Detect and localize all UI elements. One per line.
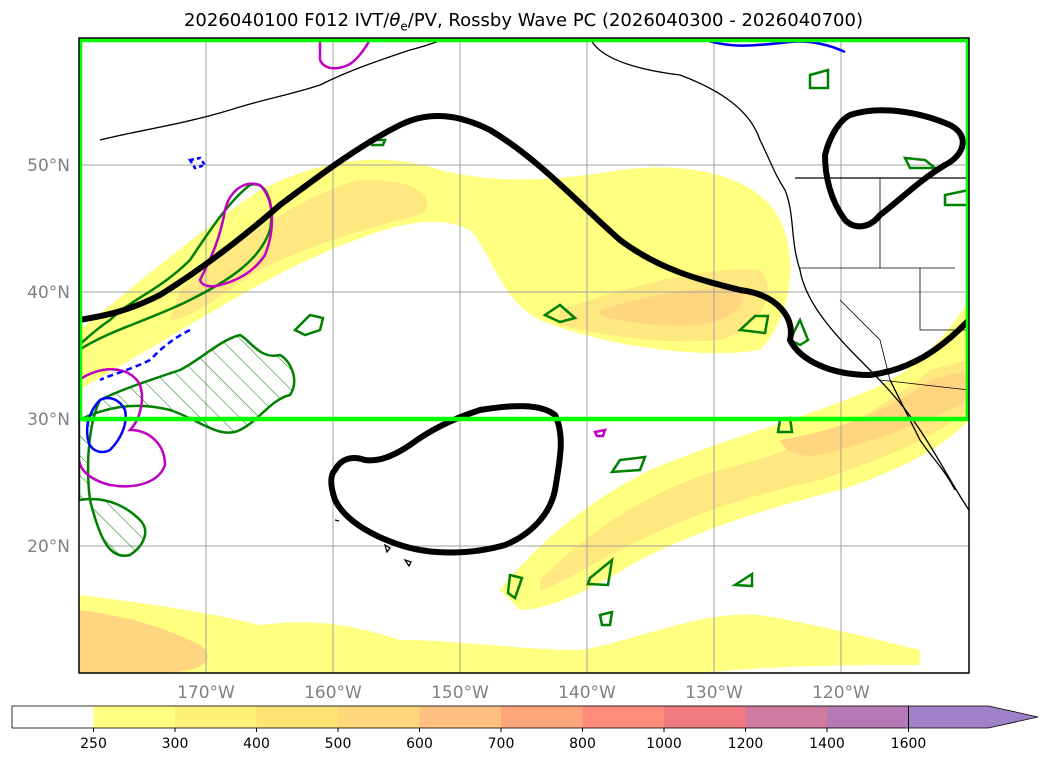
green-contour-west-2	[79, 333, 296, 557]
state-border-4	[839, 299, 891, 381]
rossby-wave-trough	[328, 403, 564, 556]
map-title: 2026040100 F012 IVT/θe/PV, Rossby Wave P…	[183, 10, 863, 34]
colorbar-tick-label: 1600	[891, 736, 927, 752]
lon-label-160w: 160°W	[304, 683, 362, 703]
colorbar-labels: 250 300 400 500 600 700 800 1000 1200 1400 1600	[80, 728, 926, 752]
colorbar-segment	[501, 706, 583, 728]
colorbar-segment	[175, 706, 257, 728]
rossby-wave-contours	[79, 107, 969, 556]
colorbar-segment	[93, 706, 175, 728]
hawaii	[334, 519, 412, 568]
lon-label-140w: 140°W	[558, 683, 616, 703]
colorbar-segment	[256, 706, 338, 728]
map-frame	[78, 37, 970, 674]
colorbar-tick-label: 700	[488, 736, 515, 752]
target-region-box	[79, 38, 969, 422]
colorbar-segment	[745, 706, 827, 728]
state-border-3	[919, 268, 969, 331]
colorbar-segment	[338, 706, 420, 728]
rossby-wave-ridge	[821, 107, 966, 230]
lon-label-150w: 150°W	[431, 683, 489, 703]
colorbar-tick-label: 1200	[728, 736, 764, 752]
rossby-wave-main	[79, 112, 969, 379]
baja-coast	[889, 379, 956, 491]
colorbar-tick-label: 600	[406, 736, 433, 752]
colorbar-extension-arrow	[908, 705, 1039, 729]
colorbar-segment	[664, 706, 746, 728]
lat-label-40n: 40°N	[27, 283, 70, 303]
colorbar-tick-label: 500	[325, 736, 352, 752]
colorbar: 250 300 400 500 600 700 800 1000 1200 1400 1600	[11, 705, 1039, 752]
blue-contour-dashed	[99, 328, 191, 382]
magenta-contour-southwest	[79, 368, 167, 488]
colorbar-segment	[827, 706, 909, 728]
longitude-labels: 170°W 160°W 150°W 140°W 130°W 120°W	[177, 683, 870, 703]
ivt-plume-southwest	[79, 595, 920, 673]
colorbar-segment	[419, 706, 501, 728]
colorbar-tick-label: 250	[80, 736, 107, 752]
colorbar-tick-label: 400	[243, 736, 270, 752]
lon-label-130w: 130°W	[685, 683, 743, 703]
colorbar-tick-label: 1400	[809, 736, 845, 752]
lon-label-170w: 170°W	[177, 683, 235, 703]
ivt-plume-east-strong	[600, 288, 743, 326]
colorbar-segment	[12, 706, 94, 728]
map-plot-area	[79, 38, 969, 673]
target-box-outline	[79, 38, 969, 422]
colorbar-tick-label: 800	[569, 736, 596, 752]
lat-label-20n: 20°N	[27, 537, 70, 557]
colorbar-tick-label: 1000	[646, 736, 682, 752]
graticule	[79, 38, 969, 673]
mexico-border	[879, 379, 969, 391]
ivt-plume-southwest-core	[79, 610, 208, 673]
aleutian-islands	[99, 38, 451, 141]
lon-label-120w: 120°W	[812, 683, 870, 703]
latitude-labels: 50°N 40°N 30°N 20°N	[27, 156, 70, 557]
magenta-contour-small	[593, 428, 607, 438]
ivt-plume-north-core	[170, 179, 428, 320]
lat-label-30n: 30°N	[27, 410, 70, 430]
colorbar-segment	[582, 706, 664, 728]
colorbar-tick-label: 300	[162, 736, 189, 752]
ivt-plume-south-strong	[780, 370, 969, 456]
blue-contour-southwest	[85, 396, 127, 454]
colorbar-segments	[11, 705, 1039, 729]
lat-label-50n: 50°N	[27, 156, 70, 176]
colorbar-border	[11, 705, 909, 729]
